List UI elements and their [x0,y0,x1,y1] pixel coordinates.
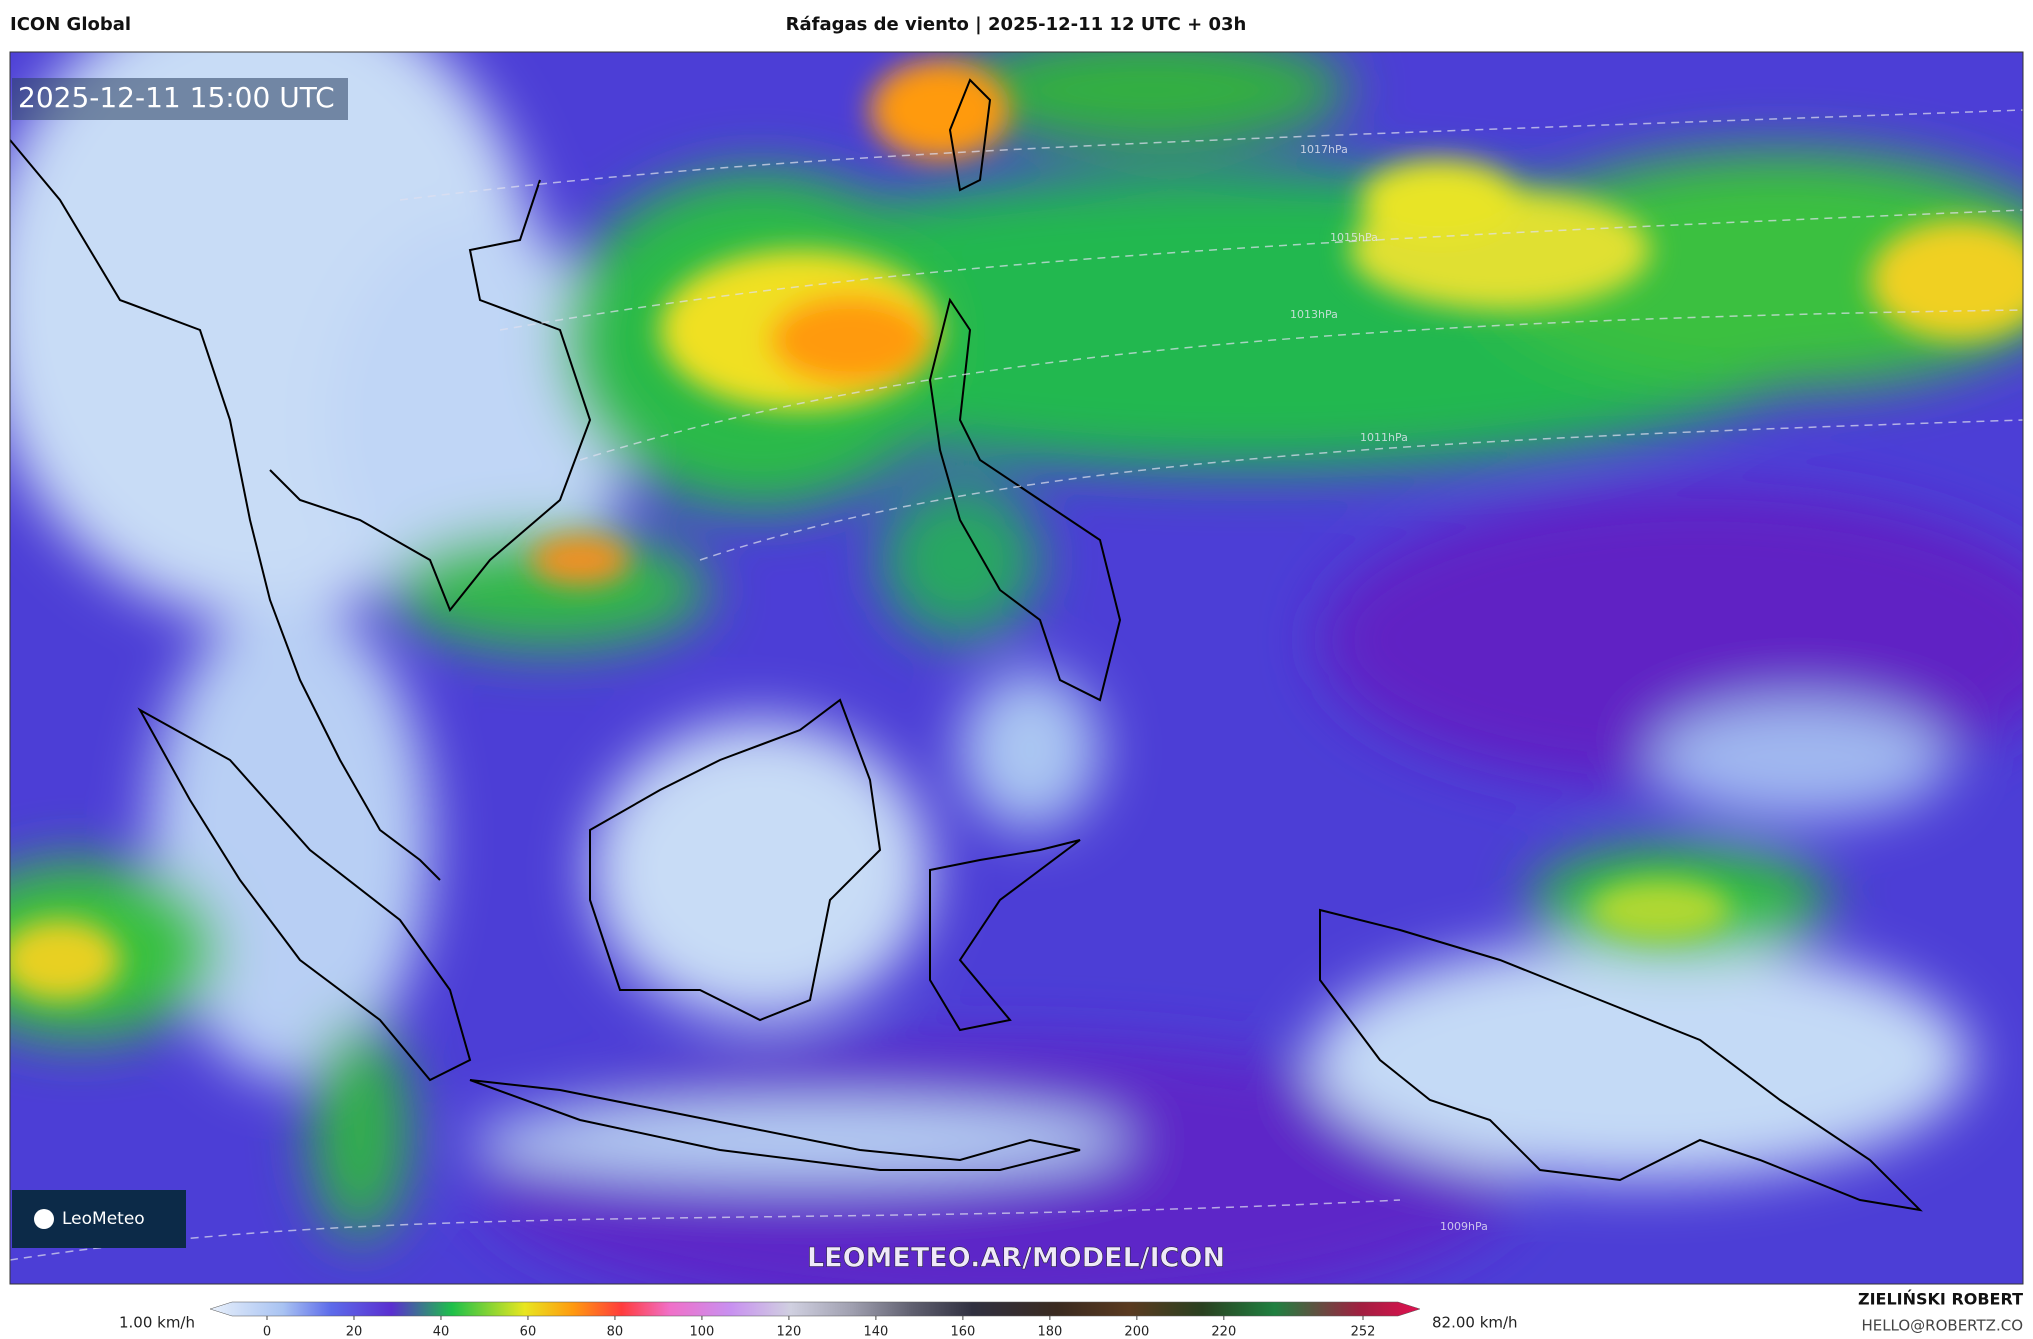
isobar-label: 1015hPa [1330,231,1378,244]
borneo [589,698,882,1022]
taiwan [948,78,992,192]
isobar-label: 1013hPa [1290,308,1338,321]
isobar-labels: 1017hPa 1015hPa 1013hPa 1011hPa 1009hPa [1290,143,1488,1233]
sumatra [137,707,472,1082]
colorbar-tick-label: 160 [950,1325,975,1339]
mainland-coast [10,139,441,881]
watermark: LEOMETEO.AR/MODEL/ICON [807,1243,1225,1274]
timestamp-box [12,78,348,120]
isobar-label: 1009hPa [1440,1220,1488,1233]
isobar-lines [10,109,2023,1261]
colorbar-tick-label: 120 [776,1325,801,1339]
new-guinea [1319,908,1923,1212]
contact: HELLO@ROBERTZ.CO [1861,1317,2023,1335]
colorbar-tick-label: 200 [1124,1325,1149,1339]
logo-text: LeoMeteo [62,1209,145,1229]
map-title: Ráfagas de viento | 2025-12-11 12 UTC + … [786,14,1247,35]
colorbar-tick-label: 80 [607,1325,624,1339]
colorbar-tick-label: 100 [690,1325,715,1339]
colorbar-tick-label: 20 [346,1325,363,1339]
isobar-label: 1017hPa [1300,143,1348,156]
logo-icon [34,1209,54,1229]
colorbar-min-label: 1.00 km/h [119,1314,195,1332]
colorbar-ticks: 0 20 40 60 80 100 120 140 160 180 200 220 252 [263,1316,1376,1339]
colorbar [209,1301,1421,1317]
colorbar-tick-label: 40 [433,1325,450,1339]
colorbar-tick-label: 140 [863,1325,888,1339]
sulawesi [929,839,1081,1032]
colorbar-tick-label: 60 [520,1325,537,1339]
coastlines [10,78,1923,1212]
map-frame [9,51,2024,1285]
java [469,1079,1081,1171]
isobar-label: 1011hPa [1360,431,1408,444]
timestamp: 2025-12-11 15:00 UTC [18,81,335,114]
philippines [928,297,1122,702]
colorbar-tick-label: 180 [1037,1325,1062,1339]
colorbar-tick-label: 252 [1351,1325,1376,1339]
author: ZIELIŃSKI ROBERT [1858,1290,2023,1309]
colorbar-tick-label: 220 [1211,1325,1236,1339]
indochina-coast [269,179,592,612]
model-name: ICON Global [10,14,131,35]
colorbar-max-label: 82.00 km/h [1432,1314,1518,1332]
colorbar-tick-label: 0 [263,1325,271,1339]
